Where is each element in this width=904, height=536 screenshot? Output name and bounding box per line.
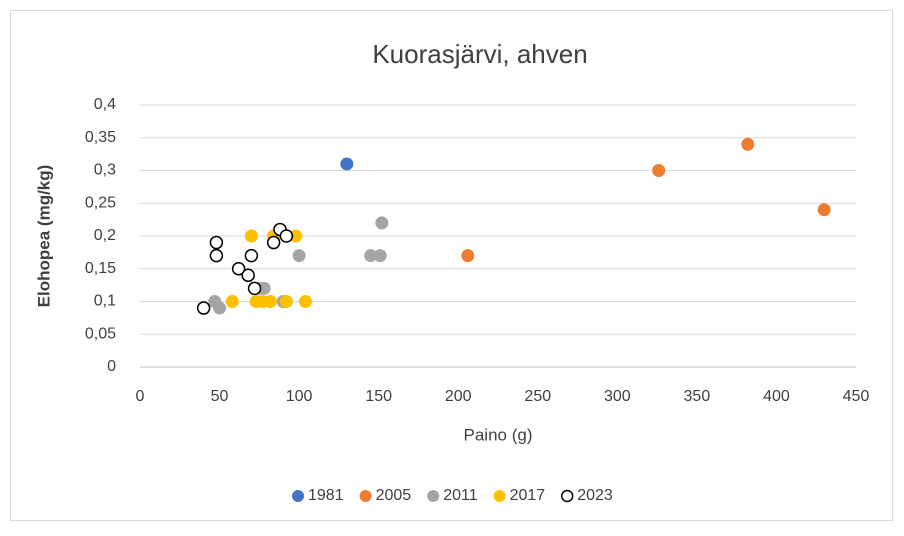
y-axis-title: Elohopea (mg/kg) [34,165,53,308]
x-axis-title: Paino (g) [464,425,533,444]
data-point [225,295,239,308]
x-tick-label: 450 [843,388,870,405]
x-tick-label: 100 [286,388,313,405]
data-point [279,295,293,308]
legend-label: 2023 [577,487,613,504]
x-tick-label: 0 [136,388,145,405]
data-point [292,249,306,263]
legend-marker [359,490,372,502]
x-tick-label: 400 [763,388,790,405]
x-tick-label: 250 [524,388,551,405]
y-tick-label: 0,3 [94,162,116,179]
data-point [247,281,262,296]
x-tick-label: 150 [365,388,392,405]
data-point [340,157,354,171]
legend-label: 1981 [308,487,344,504]
data-point [244,248,259,263]
chart-border [10,10,893,521]
data-point [375,216,389,230]
y-tick-label: 0,25 [85,194,116,211]
x-tick-label: 300 [604,388,631,405]
data-point [289,229,303,243]
data-point [298,295,312,308]
y-tick-label: 0,1 [94,293,116,310]
data-point [817,203,831,217]
y-tick-label: 0,15 [85,260,116,277]
data-point [364,249,378,263]
y-tick-label: 0,35 [85,129,116,146]
y-tick-label: 0,05 [85,325,116,342]
chart-title: Kuorasjärvi, ahven [372,39,587,69]
data-point [373,249,387,263]
legend-marker [292,490,304,502]
x-tick-label: 350 [684,388,711,405]
legend-marker [493,490,506,502]
x-tick-label: 50 [211,388,229,405]
data-point [652,164,666,177]
legend-marker [560,489,574,503]
data-point [257,281,271,295]
data-point [461,249,475,263]
y-tick-label: 0,4 [94,96,116,113]
data-point [213,301,227,315]
data-point [231,262,246,276]
data-point [279,229,294,243]
data-point [266,235,281,250]
data-point [241,268,255,283]
y-tick-label: 0 [107,358,116,375]
legend-marker [427,490,440,502]
legend-label: 2005 [376,487,412,504]
data-point [196,301,211,315]
legend-label: 2011 [443,487,478,504]
data-point [244,229,258,243]
legend-label: 2017 [510,487,546,504]
data-point [741,137,755,151]
data-point [263,295,277,308]
x-tick-label: 200 [445,388,472,405]
data-point [209,235,224,250]
data-point [209,248,224,263]
y-tick-label: 0,2 [94,227,116,244]
